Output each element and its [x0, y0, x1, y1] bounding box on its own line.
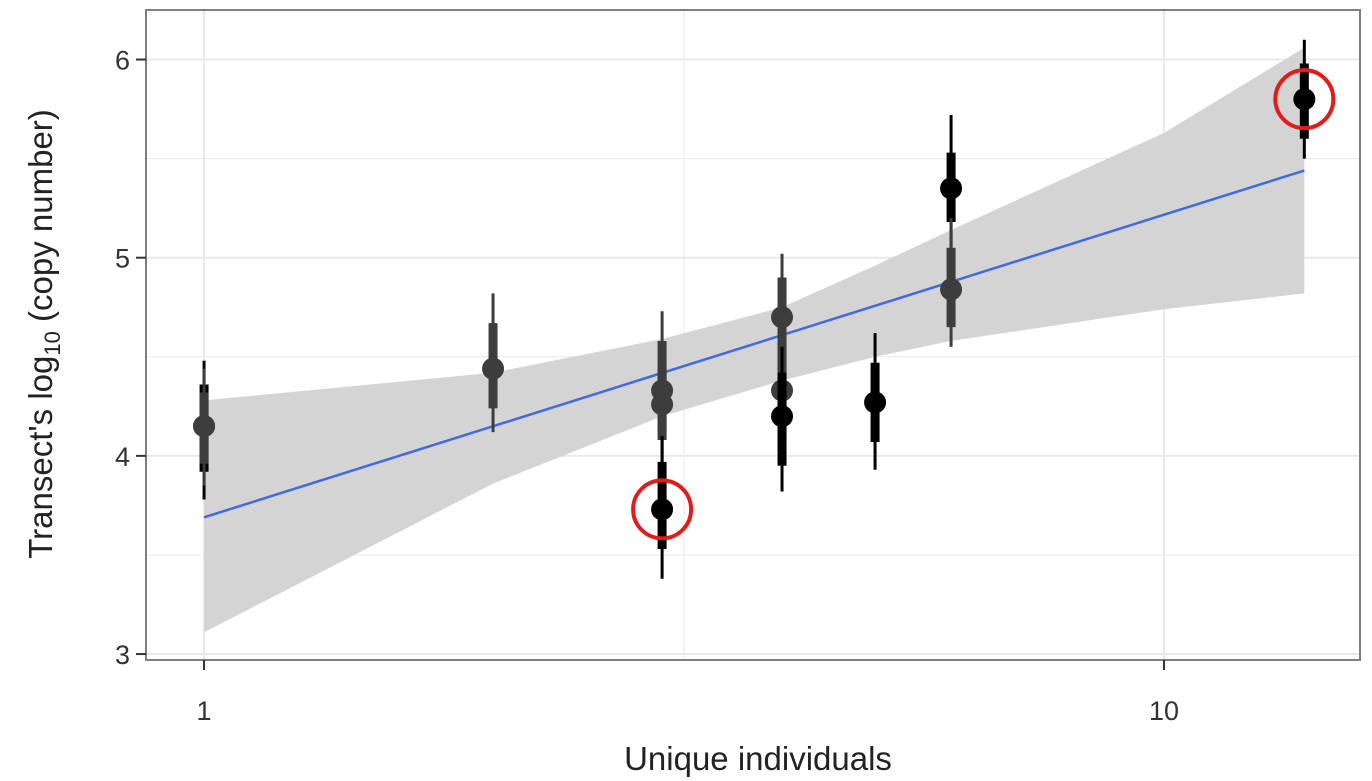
- data-point: [940, 218, 963, 347]
- point-marker: [1293, 88, 1316, 111]
- data-point: [482, 293, 505, 433]
- point-marker: [940, 177, 963, 200]
- highlight-circle: [631, 478, 694, 541]
- data-point: [864, 333, 887, 470]
- x-axis-title: Unique individuals: [624, 740, 892, 777]
- y-axis-title-suffix: (copy number): [22, 109, 59, 331]
- point-marker: [193, 415, 216, 438]
- y-tick-label: 3: [115, 640, 130, 670]
- data-point: [193, 368, 216, 486]
- x-tick-label: 10: [1149, 696, 1179, 726]
- y-axis-title-subscript: 10: [40, 331, 65, 355]
- x-tick-label: 1: [197, 696, 212, 726]
- point-marker: [482, 357, 505, 380]
- y-tick-label: 5: [115, 244, 130, 274]
- points-layer: [193, 39, 1316, 579]
- highlights-layer: [631, 68, 1336, 541]
- point-marker: [864, 391, 887, 414]
- fit-line: [203, 169, 1305, 519]
- panel-border: [145, 9, 1361, 661]
- confidence-band: [204, 47, 1305, 633]
- y-tick-label: 4: [115, 442, 130, 472]
- point-marker: [771, 405, 794, 428]
- data-point: [1293, 39, 1316, 159]
- confidence-band-layer: [204, 47, 1305, 633]
- point-marker: [651, 498, 674, 521]
- data-point: [771, 346, 794, 492]
- y-axis-title: Transect's log10 (copy number): [22, 109, 65, 559]
- point-marker: [940, 278, 963, 301]
- fit-line-layer: [203, 169, 1305, 519]
- y-tick-label: 6: [115, 46, 130, 76]
- data-point: [651, 436, 674, 579]
- point-marker: [651, 393, 674, 416]
- y-axis-title-prefix: Transect's log: [22, 356, 59, 559]
- axes: 3 4 5 6 1 10: [115, 9, 1361, 726]
- highlight-circle: [1273, 68, 1336, 131]
